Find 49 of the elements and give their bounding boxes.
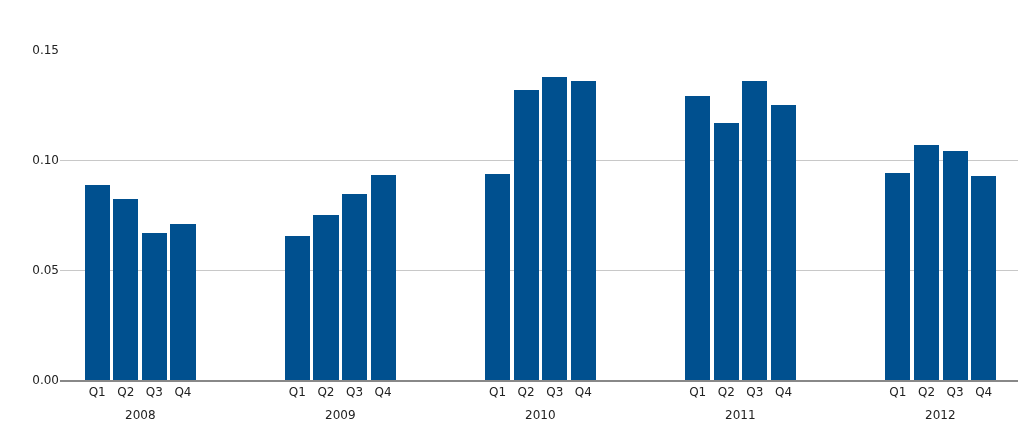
- y-tick-label: 0.10: [32, 153, 59, 168]
- bar: [714, 123, 739, 380]
- x-tick-label: Q4: [374, 385, 392, 400]
- bar: [113, 199, 138, 380]
- x-tick-label: Q1: [689, 385, 707, 400]
- x-tick-label: Q1: [288, 385, 306, 400]
- x-tick-label: Q1: [88, 385, 106, 400]
- y-tick-label: 0.00: [32, 373, 59, 388]
- x-tick-label: Q3: [346, 385, 364, 400]
- x-tick-label: Q2: [917, 385, 936, 400]
- bar: [285, 236, 310, 380]
- x-tick-label: Q2: [717, 385, 735, 400]
- bar: [742, 81, 767, 380]
- bar: [170, 224, 196, 380]
- bar: [371, 175, 396, 380]
- x-tick-label: Q4: [174, 385, 192, 400]
- text: 2008: [125, 408, 156, 422]
- bar: [542, 77, 567, 380]
- x-tick-label: Q1: [488, 385, 507, 400]
- bar: [85, 185, 110, 380]
- bar: [943, 151, 968, 380]
- bar: [914, 145, 939, 380]
- y-tick-label: 0.05: [32, 263, 59, 278]
- x-tick-label: Q4: [774, 385, 793, 400]
- text: 2009: [325, 408, 356, 422]
- bar: [313, 215, 339, 380]
- x-tick-label: Q3: [746, 385, 764, 400]
- x-tick-label: Q2: [117, 385, 135, 400]
- text: 2011: [725, 408, 756, 422]
- x-tick-label: Q2: [517, 385, 535, 400]
- bar: [571, 81, 596, 380]
- x-tick-label: Q3: [546, 385, 564, 400]
- x-tick-label: Q1: [889, 385, 907, 400]
- y-tick-label: 0.15: [32, 43, 59, 58]
- x-tick-label: Q4: [574, 385, 592, 400]
- bar: [342, 194, 367, 380]
- bar: [514, 90, 539, 380]
- bar: [485, 174, 510, 380]
- bar: [142, 233, 167, 380]
- x-tick-label: Q3: [946, 385, 964, 400]
- bar: [971, 176, 996, 380]
- bar: [685, 96, 710, 380]
- text: 2010: [525, 408, 556, 422]
- bar: [771, 105, 796, 380]
- x-tick-label: Q4: [975, 385, 993, 400]
- bar: [885, 173, 910, 380]
- text: 2012: [925, 408, 956, 422]
- x-tick-label: Q3: [145, 385, 163, 400]
- x-tick-label: Q2: [317, 385, 335, 400]
